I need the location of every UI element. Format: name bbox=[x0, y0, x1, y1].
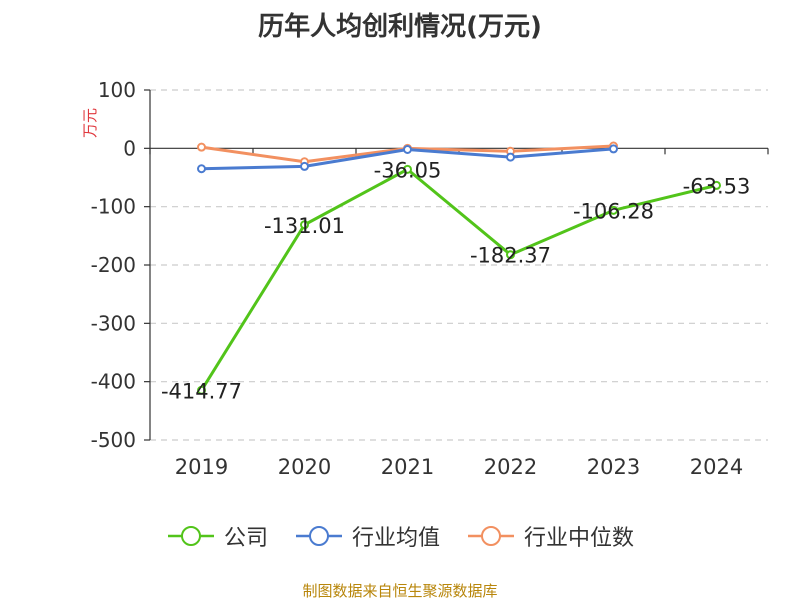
data-label: -63.53 bbox=[683, 174, 751, 198]
y-tick-label: -300 bbox=[91, 311, 136, 335]
data-point bbox=[403, 145, 412, 154]
grid-layer bbox=[150, 89, 768, 441]
legend-item: 行业均值 bbox=[294, 520, 440, 552]
data-point bbox=[609, 144, 618, 154]
data-label: -182.37 bbox=[470, 244, 551, 268]
y-tick-label: -100 bbox=[91, 195, 136, 219]
legend-item: 公司 bbox=[166, 520, 268, 552]
data-point bbox=[712, 180, 721, 190]
data-point bbox=[506, 152, 515, 162]
data-label: -106.28 bbox=[573, 199, 654, 223]
legend-item: 行业中位数 bbox=[466, 520, 634, 552]
series-layer bbox=[197, 141, 721, 395]
y-axis-label: 万元 bbox=[81, 108, 99, 138]
legend: 公司 行业均值 行业中位数 bbox=[0, 520, 800, 552]
data-point bbox=[197, 164, 206, 174]
data-label: -36.05 bbox=[374, 158, 442, 182]
legend-label: 公司 bbox=[223, 526, 268, 551]
legend-marker-icon bbox=[167, 526, 214, 546]
data-point bbox=[609, 205, 618, 215]
x-tick-label: 2021 bbox=[381, 455, 434, 479]
legend-label: 行业均值 bbox=[351, 526, 440, 551]
x-tick-label: 2023 bbox=[587, 455, 640, 479]
y-tick-label: -500 bbox=[91, 428, 136, 452]
legend-label: 行业中位数 bbox=[524, 526, 635, 551]
y-tick-label: 0 bbox=[123, 136, 136, 160]
data-point bbox=[300, 220, 309, 230]
y-tick-label: -200 bbox=[91, 253, 136, 277]
data-point bbox=[197, 385, 206, 395]
data-point bbox=[506, 250, 515, 260]
data-point bbox=[300, 161, 309, 171]
data-label: -414.77 bbox=[161, 379, 242, 403]
x-tick-label: 2019 bbox=[175, 455, 228, 479]
series-line-0 bbox=[200, 167, 717, 392]
legend-marker-icon bbox=[468, 526, 514, 546]
y-tick-label: 100 bbox=[98, 78, 136, 102]
data-point bbox=[403, 164, 412, 174]
y-tick-label: -400 bbox=[91, 370, 136, 394]
x-tick-label: 2024 bbox=[690, 455, 743, 479]
data-label-layer: -414.77 -131.01 -36.05 -182.37 -106.28 -63.53 bbox=[161, 158, 750, 403]
axis-layer: 100 0 -100 -200 -300 -400 -500 2019 2020 2021 2022… bbox=[81, 78, 769, 479]
x-tick-label: 2022 bbox=[484, 455, 537, 479]
source-note: 制图数据来自恒生聚源数据库 bbox=[302, 582, 498, 600]
chart-title: 历年人均创利情况(万元) bbox=[258, 12, 542, 42]
x-tick-label: 2020 bbox=[278, 455, 331, 479]
legend-marker-icon bbox=[295, 526, 342, 546]
data-label: -131.01 bbox=[264, 214, 345, 238]
data-point bbox=[197, 142, 206, 152]
